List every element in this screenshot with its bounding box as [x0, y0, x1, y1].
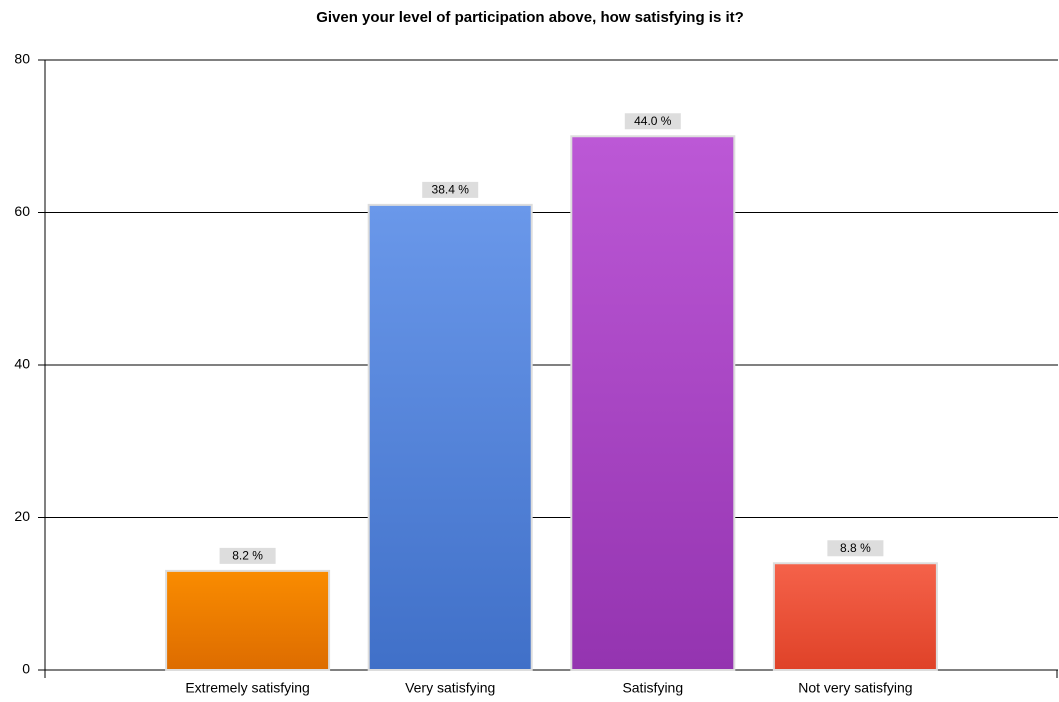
x-tick-label: Very satisfying: [405, 680, 495, 696]
y-tick-label: 20: [14, 508, 30, 524]
data-label-bg: [422, 181, 479, 198]
bar: [367, 203, 533, 671]
bar: [165, 569, 331, 671]
chart-title: Given your level of participation above,…: [316, 9, 744, 26]
x-tick-label: Satisfying: [622, 680, 683, 696]
data-label: 44.0 %: [634, 114, 672, 128]
y-tick-label: 0: [22, 661, 30, 677]
data-label-bg: [827, 540, 884, 557]
y-tick-label: 60: [14, 203, 30, 219]
x-tick-label: Not very satisfying: [798, 680, 912, 696]
data-label: 38.4 %: [432, 183, 470, 197]
data-label: 8.8 %: [840, 541, 871, 555]
y-tick-label: 80: [14, 51, 30, 67]
bar: [570, 135, 736, 671]
x-tick-label: Extremely satisfying: [185, 680, 309, 696]
bar: [772, 562, 938, 671]
y-tick-label: 40: [14, 356, 30, 372]
data-label: 8.2 %: [232, 549, 263, 563]
data-label-bg: [624, 113, 681, 130]
data-label-bg: [219, 547, 276, 564]
